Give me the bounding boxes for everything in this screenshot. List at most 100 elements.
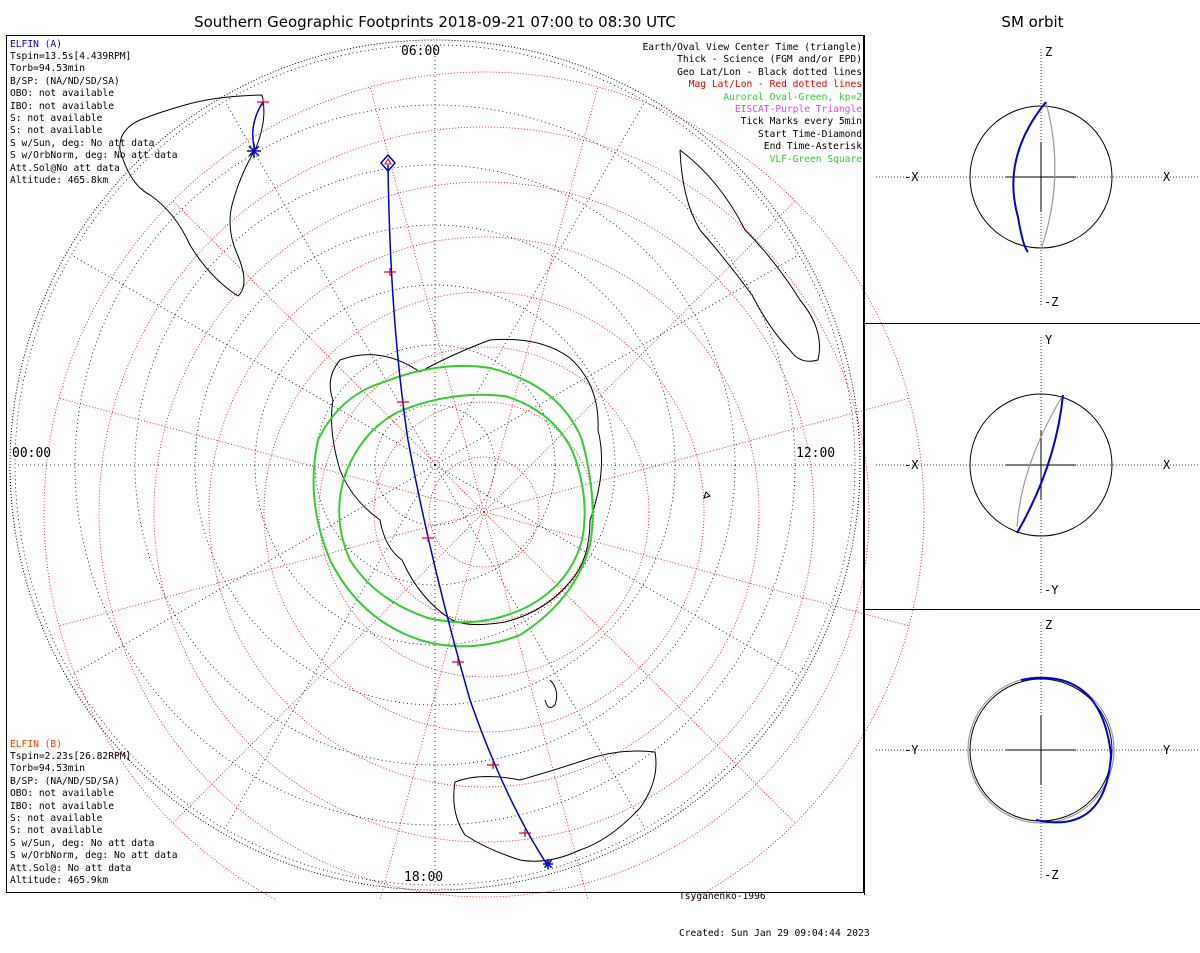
elfin-a-info-line-0: Tspin=13.5s[4.439RPM] [10, 51, 132, 62]
legend-entry-2: Geo Lat/Lon - Black dotted lines [677, 66, 862, 78]
elfin-a-info-line-8: S w/OrbNorm, deg: No att data [10, 150, 178, 162]
panel-2-axis-top: Z [1045, 618, 1053, 632]
auroral-oval-outer [312, 364, 594, 648]
model-label: Tsyganenko-1996 [679, 890, 766, 902]
auroral-oval [312, 364, 594, 648]
orbit-track-0 [1012, 101, 1047, 253]
view-center-triangle [384, 158, 392, 165]
mag-lat-circle [318, 346, 650, 678]
elfin-a-track-main [387, 164, 549, 867]
panel-1-axis-left: -X [904, 458, 919, 472]
coastline-new-zealand [544, 679, 558, 709]
panel-2-axis-bottom: -Z [1044, 868, 1059, 882]
elfin-b-info-line-7: S w/Sun, deg: No att data [10, 837, 155, 849]
orbit-track-1 [1016, 394, 1064, 534]
chart-title: Southern Geographic Footprints 2018-09-2… [194, 13, 676, 31]
hour-label-top: 06:00 [401, 44, 441, 59]
elfin-a-info-line-4: IBO: not available [10, 100, 114, 112]
elfin-a-info-line-9: Att.Sol@No att data [10, 162, 120, 174]
legend-entry-3: Mag Lat/Lon - Red dotted lines [688, 79, 862, 91]
panel-2-axis-right: Y [1163, 743, 1171, 757]
legend-entry-6: Tick Marks every 5min [740, 116, 862, 128]
mag-lon-line [483, 397, 910, 513]
mag-lat-circle [208, 236, 760, 788]
elfin-a-label: ELFIN (A) [10, 39, 62, 50]
mag-lon-line [483, 86, 599, 513]
panel-0-axis-top: Z [1045, 45, 1053, 59]
orbit-panel-xy [865, 324, 1200, 610]
end-asterisk-b [543, 859, 553, 869]
panel-0-axis-left: -X [904, 170, 919, 184]
elfin-b-info-line-5: S: not available [10, 813, 103, 825]
mag-lat-circle [98, 126, 870, 898]
coastline-africa [679, 149, 821, 362]
sm-orbit-panels [876, 49, 1198, 878]
mag-lon-line [58, 511, 485, 627]
mag-lon-line [58, 397, 485, 513]
legend-entry-4: Auroral Oval-Green, kp=2 [723, 91, 862, 103]
legend-entry-7: Start Time-Diamond [758, 128, 862, 140]
coastline-antarctica [329, 338, 603, 626]
elfin-b-info-line-9: Att.Sol@: No att data [10, 862, 132, 874]
mag-lat-circle [43, 71, 925, 900]
panel-2-axis-left: -Y [904, 743, 919, 757]
elfin-a-info: Tspin=13.5s[4.439RPM] Torb=94.53min B/SP: … [10, 51, 178, 187]
elfin-a-info-line-5: S: not available [10, 113, 103, 125]
panel-1-axis-bottom: -Y [1044, 583, 1059, 597]
mag-lon-line [483, 511, 589, 900]
panel-0-axis-right: X [1163, 170, 1171, 184]
legend-entry-1: Thick - Science (FGM and/or EPD) [677, 54, 862, 66]
mag-lon-line [483, 200, 796, 513]
end-asterisk [247, 144, 261, 158]
mag-lat-circle [263, 291, 705, 733]
created-timestamp: Created: Sun Jan 29 09:04:44 2023 [679, 928, 870, 940]
auroral-oval-inner [338, 393, 586, 624]
coastline-australia [453, 750, 657, 862]
panel-1-axis-right: X [1163, 458, 1171, 472]
coastline-south-america [119, 94, 265, 297]
orbit-gray-1 [1016, 394, 1064, 528]
mag-lon-line [483, 511, 910, 627]
legend-entry-8: End Time-Asterisk [763, 141, 862, 153]
elfin-b-info-line-10: Altitude: 465.9km [10, 875, 109, 887]
earth-limb [9, 39, 861, 891]
orbit-panel-xz [865, 35, 1200, 324]
hour-label-bottom: 18:00 [404, 870, 444, 885]
orbit-panel-graphic-0 [876, 49, 1198, 305]
mag-lon-line [172, 511, 485, 824]
coastlines [119, 94, 821, 862]
mag-lat-circle [373, 401, 595, 623]
elfin-a-info-line-2: B/SP: (NA/ND/SD/SA) [10, 75, 120, 87]
mag-lat-circle [153, 181, 815, 843]
start-diamond [380, 153, 396, 173]
elfin-a-tick-marks [257, 98, 531, 837]
elfin-b-info-line-1: Torb=94.53min [10, 763, 86, 775]
elfin-b-label: ELFIN (B) [10, 739, 62, 750]
orbit-panel-graphic-1 [876, 337, 1198, 593]
geo-lat-circle [14, 44, 856, 886]
legend: Earth/Oval View Center Time (triangle) Th… [643, 42, 863, 166]
hour-label-right: 12:00 [796, 446, 836, 461]
elfin-a-info-line-3: OBO: not available [10, 88, 114, 100]
elfin-b-info-line-3: OBO: not available [10, 788, 114, 800]
elfin-a-info-line-1: Torb=94.53min [10, 63, 86, 75]
elfin-b-info-line-4: IBO: not available [10, 800, 114, 812]
panel-1-axis-top: Y [1045, 333, 1053, 347]
legend-entry-5: EISCAT-Purple Triangle [734, 104, 862, 116]
orbit-panel-graphic-2 [876, 622, 1198, 878]
orbit-gray-0 [1040, 101, 1056, 250]
mag-lon-line [483, 511, 796, 824]
polar-footprint-map [9, 39, 925, 900]
elfin-a-info-line-6: S: not available [10, 125, 103, 137]
mag-lon-line [379, 511, 485, 900]
elfin-a-info-line-10: Altitude: 465.8km [10, 175, 109, 187]
mag-lon-line [369, 86, 485, 513]
hour-label-left: 00:00 [12, 446, 52, 461]
panel-divider [864, 35, 865, 895]
elfin-b-info-line-6: S: not available [10, 825, 103, 837]
mag-lat-circle [428, 456, 540, 568]
elfin-b-info-line-2: B/SP: (NA/ND/SD/SA) [10, 775, 120, 787]
panel-0-axis-bottom: -Z [1044, 295, 1059, 309]
orbit-panel-title: SM orbit [1001, 13, 1064, 31]
elfin-a-info-line-7: S w/Sun, deg: No att data [10, 137, 155, 149]
